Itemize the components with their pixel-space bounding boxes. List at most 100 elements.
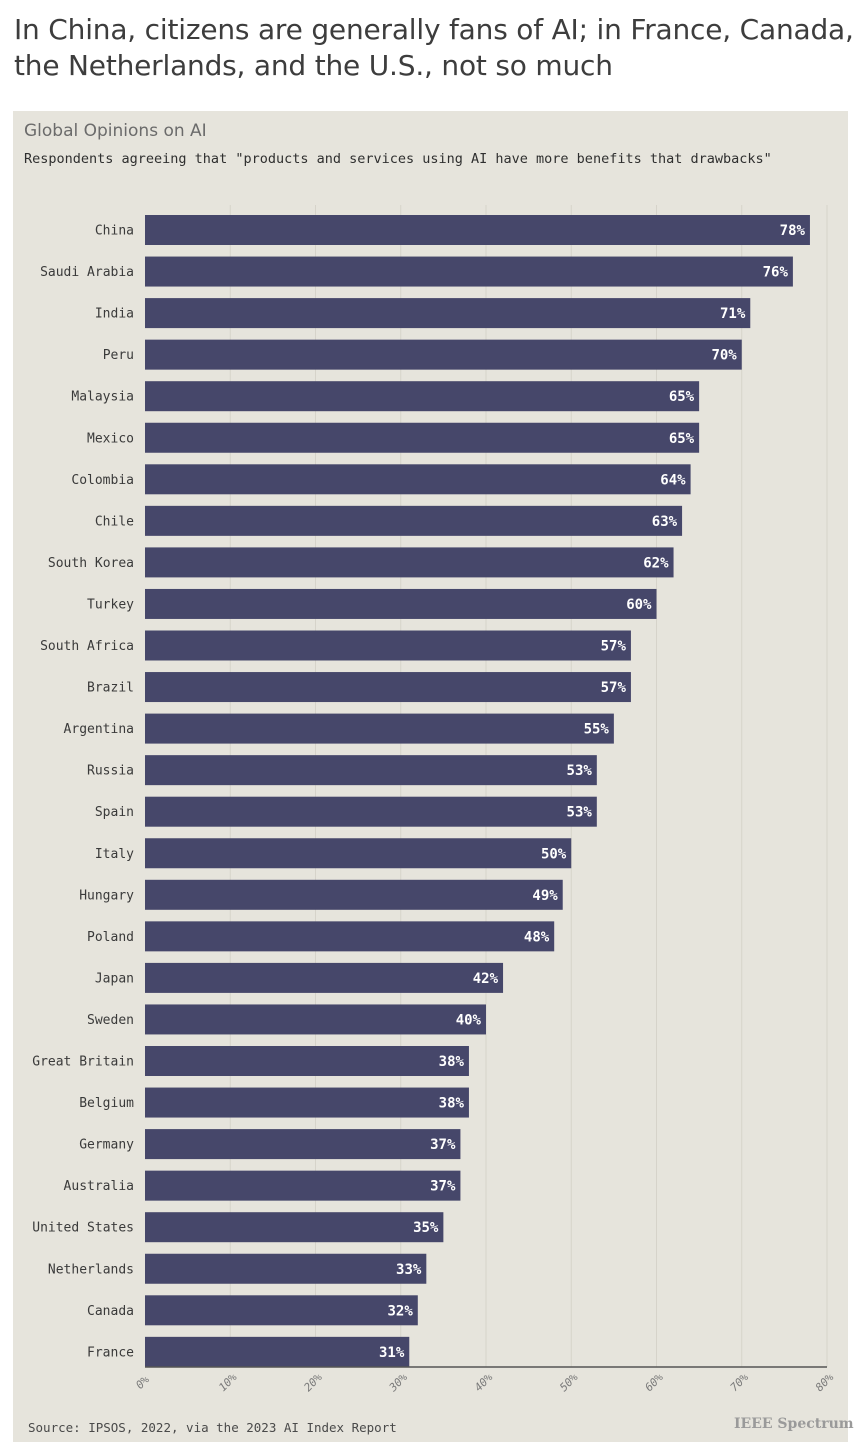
bar-poland <box>145 921 555 952</box>
value-label: 63% <box>652 514 678 530</box>
x-tick-label: 40% <box>472 1371 496 1395</box>
bar-south-korea <box>145 547 674 578</box>
bar-japan <box>145 962 504 993</box>
bar-france <box>145 1336 410 1367</box>
value-label: 32% <box>388 1303 414 1319</box>
brand-logo: IEEE Spectrum <box>734 1416 854 1432</box>
bar-south-africa <box>145 630 631 661</box>
category-label: Hungary <box>79 888 134 903</box>
value-label: 49% <box>532 888 558 904</box>
x-tick-label: 70% <box>728 1371 752 1395</box>
category-label: Russia <box>87 764 134 779</box>
x-tick-label: 50% <box>557 1371 581 1395</box>
bar-india <box>145 298 751 329</box>
value-label: 57% <box>601 680 627 696</box>
bar-united-states <box>145 1212 444 1243</box>
value-label: 64% <box>660 472 686 488</box>
category-label: Colombia <box>71 473 134 488</box>
bar-peru <box>145 339 742 370</box>
category-label: Turkey <box>87 597 134 612</box>
page-headline: In China, citizens are generally fans of… <box>14 13 854 82</box>
category-label: Brazil <box>87 681 134 696</box>
category-label: Netherlands <box>48 1262 134 1277</box>
category-label: United States <box>32 1221 134 1236</box>
x-tick-label: 0% <box>133 1373 152 1392</box>
value-label: 50% <box>541 846 567 862</box>
source-note: Source: IPSOS, 2022, via the 2023 AI Ind… <box>28 1420 397 1435</box>
value-label: 38% <box>439 1054 465 1070</box>
category-label: Canada <box>87 1304 134 1319</box>
category-label: South Africa <box>40 639 134 654</box>
value-label: 60% <box>626 597 652 613</box>
category-label: Peru <box>103 348 134 363</box>
category-label: Australia <box>64 1179 134 1194</box>
bar-italy <box>145 838 572 869</box>
category-label: Saudi Arabia <box>40 265 134 280</box>
category-label: China <box>95 224 134 239</box>
bar-china <box>145 215 810 245</box>
bar-germany <box>145 1129 461 1160</box>
x-tick-label: 30% <box>386 1371 410 1395</box>
category-label: Argentina <box>64 722 134 737</box>
value-label: 31% <box>379 1345 405 1361</box>
value-label: 71% <box>720 306 746 322</box>
value-label: 42% <box>473 971 499 987</box>
category-label: Poland <box>87 930 134 945</box>
bar-mexico <box>145 422 700 453</box>
value-label: 38% <box>439 1096 465 1112</box>
value-label: 35% <box>413 1220 439 1236</box>
bar-sweden <box>145 1004 486 1035</box>
category-label: France <box>87 1345 134 1360</box>
bar-hungary <box>145 879 563 910</box>
value-label: 48% <box>524 929 550 945</box>
bars: China 78% Saudi Arabia 76% India 71% Peru 70% Ma… <box>32 215 810 1367</box>
bar-belgium <box>145 1087 469 1118</box>
value-label: 37% <box>430 1179 456 1195</box>
bar-malaysia <box>145 381 700 412</box>
x-tick-label: 20% <box>301 1371 325 1395</box>
value-label: 53% <box>567 763 593 779</box>
chart-title: Global Opinions on AI <box>24 121 207 141</box>
category-label: Spain <box>95 805 134 820</box>
category-label: Chile <box>95 514 134 529</box>
value-label: 53% <box>567 805 593 821</box>
category-label: Germany <box>79 1138 134 1153</box>
bar-saudi-arabia <box>145 256 793 287</box>
category-label: South Korea <box>48 556 134 571</box>
bar-great-britain <box>145 1046 469 1076</box>
value-label: 40% <box>456 1012 482 1028</box>
category-label: Japan <box>95 971 134 986</box>
bar-netherlands <box>145 1253 427 1284</box>
x-axis: 0% 10% 20% 30% 40% 50% 60% 70% 80% <box>133 1366 837 1395</box>
bar-canada <box>145 1295 418 1326</box>
value-label: 65% <box>669 431 695 447</box>
value-label: 37% <box>430 1137 456 1153</box>
bar-russia <box>145 755 597 786</box>
category-label: Malaysia <box>71 390 134 405</box>
value-label: 55% <box>584 722 610 738</box>
value-label: 65% <box>669 389 695 405</box>
category-label: Great Britain <box>32 1055 134 1070</box>
bar-turkey <box>145 588 657 619</box>
x-tick-label: 80% <box>813 1371 837 1395</box>
category-label: Sweden <box>87 1013 134 1028</box>
value-label: 76% <box>763 265 789 281</box>
bar-brazil <box>145 672 631 703</box>
x-tick-label: 10% <box>216 1371 240 1395</box>
bar-spain <box>145 796 597 827</box>
value-label: 70% <box>711 348 737 364</box>
bar-argentina <box>145 713 614 744</box>
category-label: Italy <box>95 847 134 862</box>
value-label: 78% <box>780 223 806 239</box>
bar-chile <box>145 505 683 536</box>
x-tick-label: 60% <box>642 1371 666 1395</box>
category-label: Belgium <box>79 1096 134 1111</box>
bar-colombia <box>145 464 691 495</box>
bar-australia <box>145 1170 461 1201</box>
value-label: 62% <box>643 555 669 571</box>
category-label: Mexico <box>87 431 134 446</box>
value-label: 57% <box>601 639 627 655</box>
category-label: India <box>95 307 134 322</box>
value-label: 33% <box>396 1262 422 1278</box>
